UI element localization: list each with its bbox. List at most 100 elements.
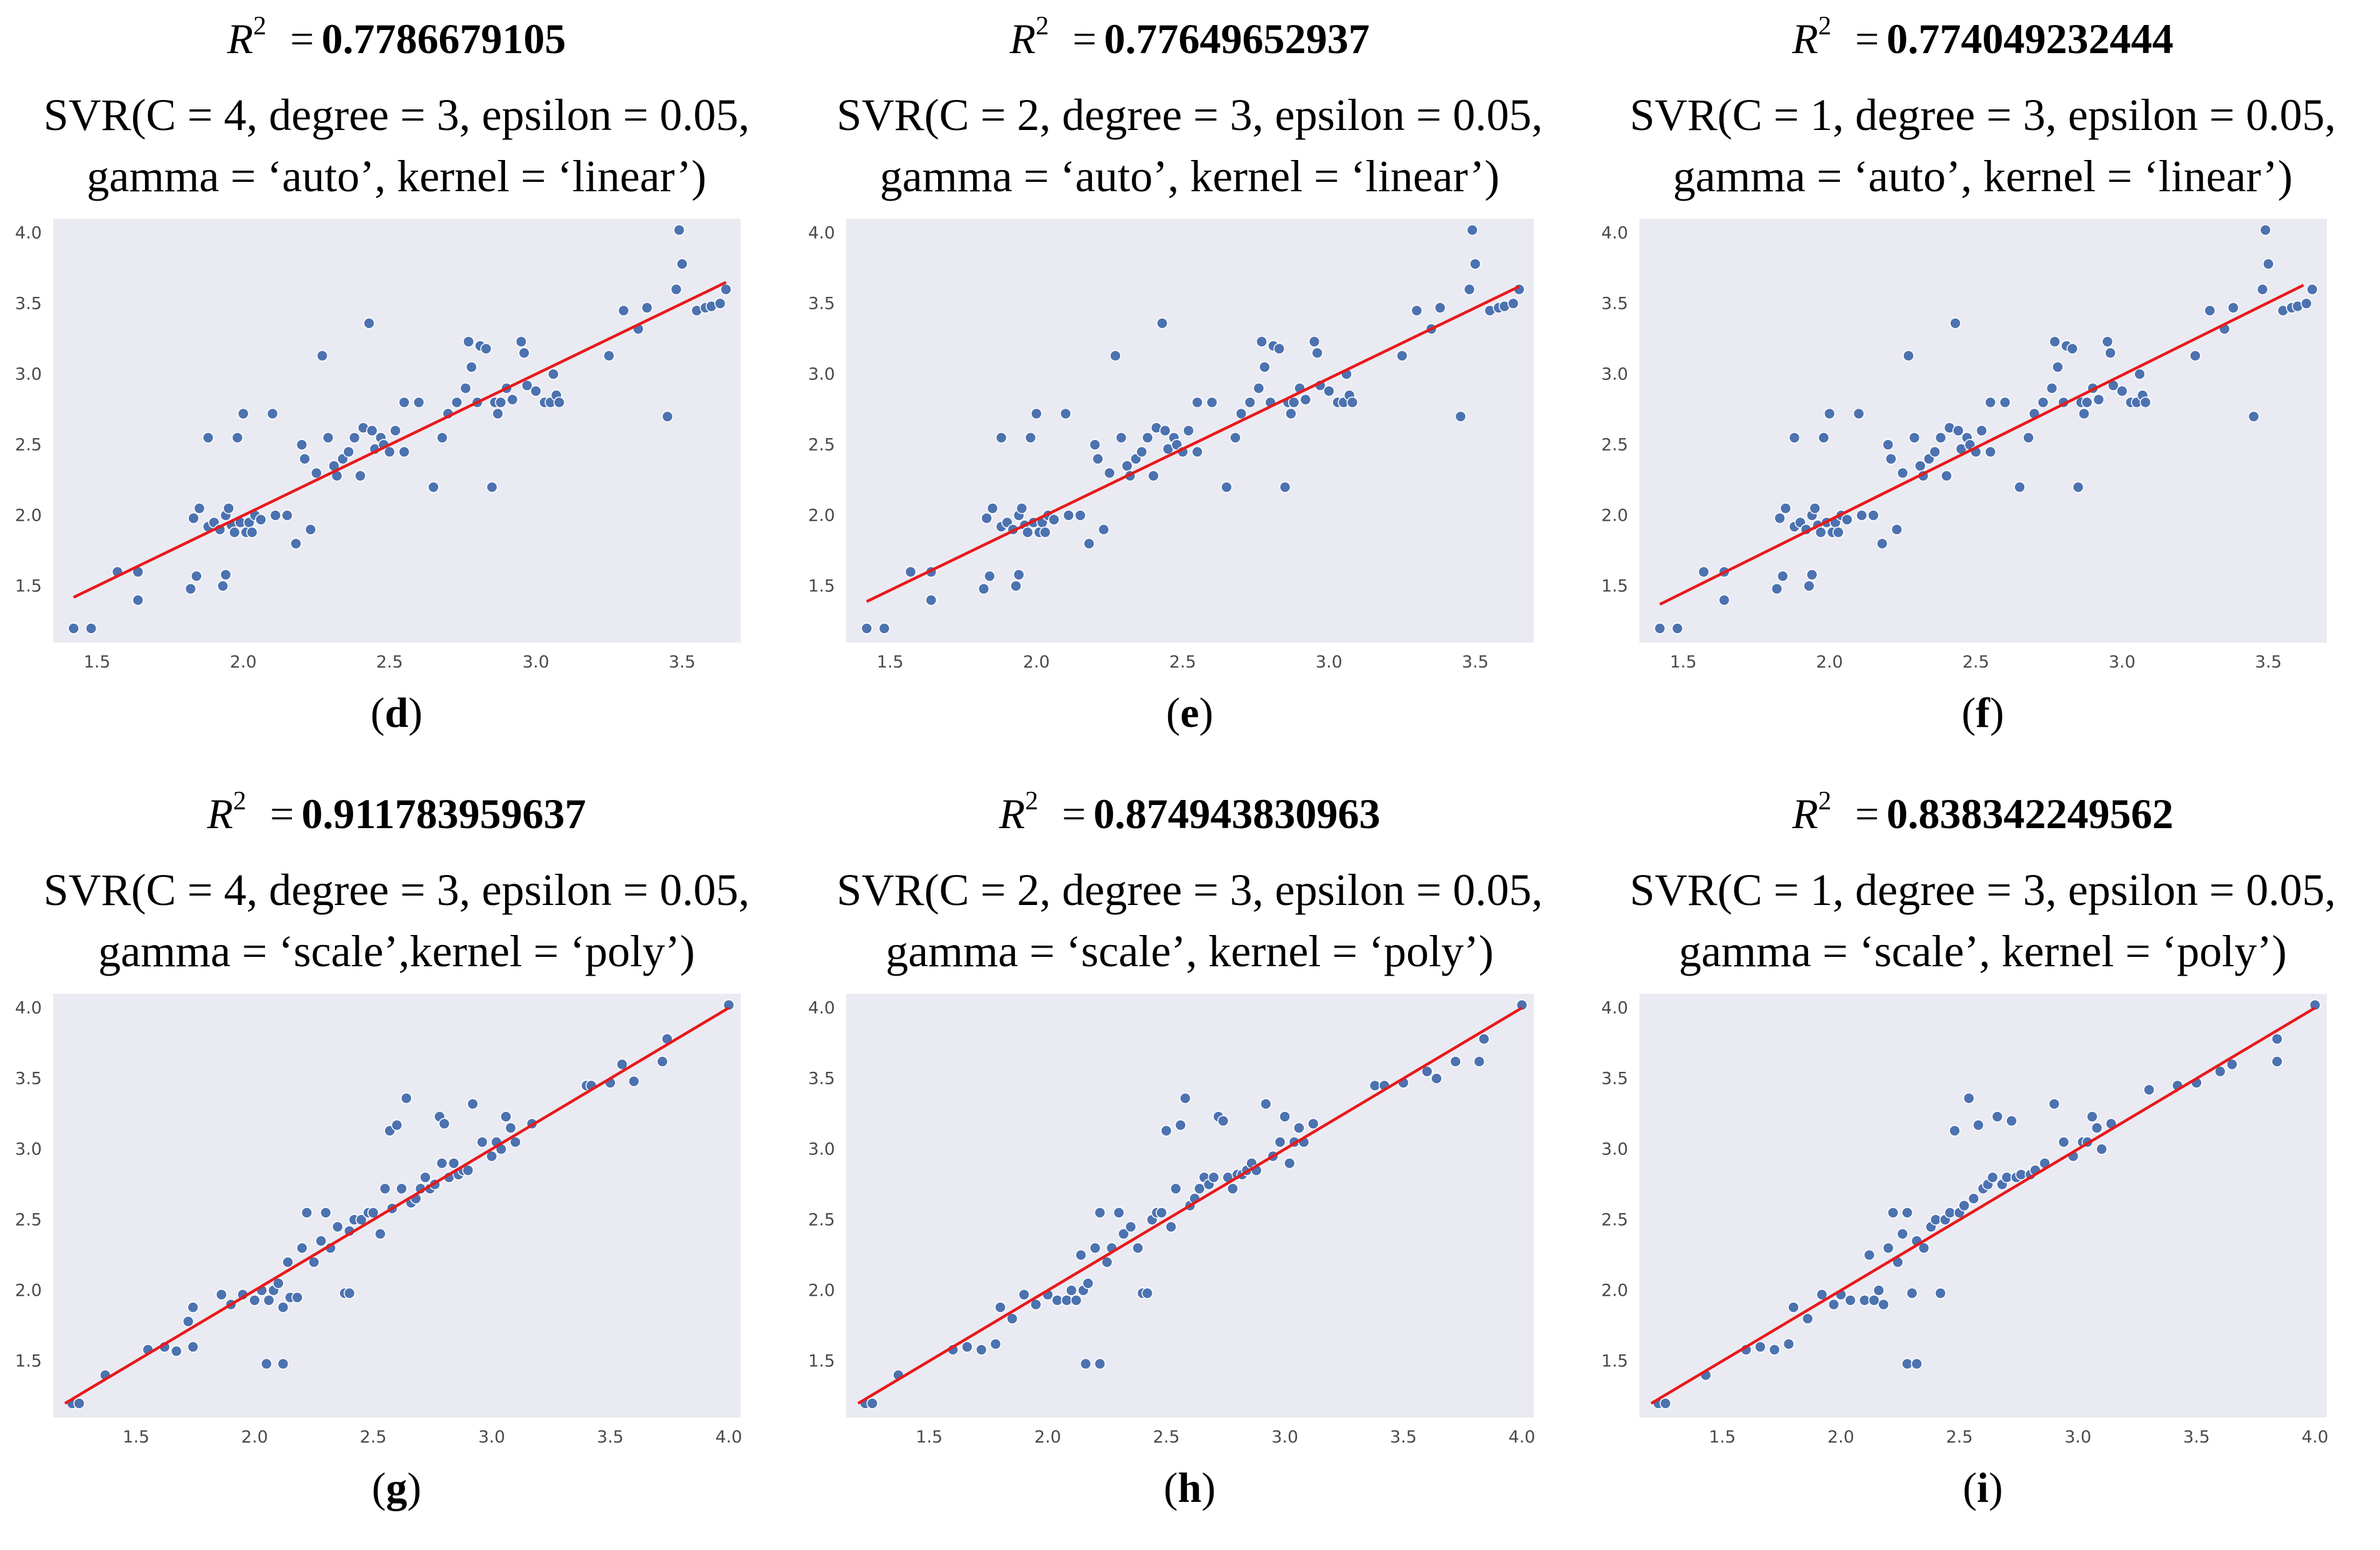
data-point [521,379,533,391]
y-tick-label: 2.5 [1601,436,1628,455]
data-point [1659,1398,1672,1409]
r2-symbol: R2 [1009,12,1049,62]
data-point [995,431,1008,444]
data-point [1698,566,1710,578]
r2-exponent: 2 [1036,12,1049,41]
x-tick-label: 1.5 [916,1428,942,1447]
data-point [1323,385,1335,398]
model-params: SVR(C = 4, degree = 3, epsilon = 0.05, ga… [0,84,793,207]
data-point [476,1136,488,1148]
data-point [1962,1092,1975,1104]
data-point [2116,385,2128,398]
scatter-plot: 1.5 2.0 2.5 3.0 3.5 1.5 2.0 2.5 3.0 3.5 4.0 [1601,219,2327,672]
r2-title: R2 = 0.838342249562 [1586,787,2379,839]
data-point [367,1206,379,1219]
data-point [904,566,917,578]
fit-line [64,1006,730,1405]
data-point [670,283,682,296]
params-line-2: gamma = ‘auto’, kernel = ‘linear’) [1672,151,2293,201]
y-tick-label: 4.0 [1601,224,1628,243]
data-point [237,408,249,420]
y-tick-label: 4.0 [15,224,42,243]
data-point [509,1136,521,1148]
data-point [616,1058,628,1071]
r2-equals: = [1855,15,1879,62]
r2-symbol: R2 [1792,787,1832,838]
x-tick-label: 1.5 [84,652,111,672]
data-point [1941,470,1952,482]
x-tick-label: 4.0 [1509,1428,1536,1447]
data-point [1024,431,1037,444]
params-line-1: SVR(C = 1, degree = 3, epsilon = 0.05, [1629,90,2336,140]
data-point [1260,1098,1272,1110]
y-tick-label: 3.5 [1601,1069,1628,1089]
fit-line [1650,1006,2316,1405]
data-point [308,1256,320,1268]
data-point [1832,526,1844,539]
data-point [2092,393,2105,406]
data-point [1160,1124,1172,1137]
r2-symbol: R2 [207,787,246,838]
data-point [1148,470,1159,482]
scatter-plot: 1.5 2.0 2.5 3.0 3.5 4.0 1.5 2.0 2.5 3.0 3.5 4.0 [1601,994,2329,1447]
data-point [282,1256,294,1268]
fit-line [857,1006,1523,1405]
x-tick-label: 3.0 [2064,1428,2091,1447]
subfigure-letter: g [386,1464,408,1511]
data-point [1882,439,1894,451]
data-point [2078,408,2090,420]
chart-panel-f: R2 = 0.774049232444 SVR(C = 1, degree = 3, … [1586,0,2379,775]
data-point [467,1098,479,1110]
data-point [304,523,317,536]
data-point [1018,1289,1030,1301]
subfigure-label: (h) [793,1462,1586,1512]
data-point [2091,1122,2103,1134]
data-point [1788,431,1801,444]
y-tick-label: 2.5 [15,436,42,455]
data-point [1089,439,1101,451]
x-tick-label: 1.5 [1670,652,1697,672]
data-point [1089,1242,1101,1254]
data-point [2306,283,2318,296]
data-point [296,439,308,451]
x-tick-label: 2.5 [1946,1428,1973,1447]
data-point [861,622,873,634]
x-tick-label: 3.5 [1390,1428,1417,1447]
y-tick-label: 2.5 [808,436,835,455]
data-point [355,1214,368,1226]
data-point [1896,1228,1909,1240]
data-point [1193,1182,1206,1195]
params-line-1: SVR(C = 4, degree = 3, epsilon = 0.05, [43,865,750,915]
data-point [1226,1182,1239,1195]
data-point [530,385,542,398]
data-point [492,408,504,420]
data-point [1896,467,1909,479]
data-point [720,283,732,296]
data-point [1079,1358,1092,1370]
data-point [518,347,530,359]
data-point [673,224,686,236]
data-point [1174,1119,1187,1131]
data-point [1788,1301,1799,1314]
data-point [1179,1092,1191,1104]
x-tick-label: 2.0 [1828,1428,1854,1447]
close-paren: ) [1989,689,2004,736]
data-point [2014,481,2026,493]
y-tick-label: 1.5 [808,577,835,596]
data-point [1156,1206,1168,1219]
data-point [1244,396,1256,409]
data-point [1229,431,1241,444]
data-point [1802,1312,1814,1325]
data-point [1777,570,1789,582]
data-point [1411,304,1423,317]
r2-symbol: R2 [227,12,267,62]
data-point [1016,502,1028,514]
data-point [419,1171,431,1184]
data-point [1062,509,1075,521]
data-point [1083,538,1095,550]
data-point [1074,509,1086,521]
data-point [1101,1256,1113,1268]
data-point [1141,1287,1154,1299]
data-point [436,1157,448,1169]
data-point [1984,446,1997,458]
